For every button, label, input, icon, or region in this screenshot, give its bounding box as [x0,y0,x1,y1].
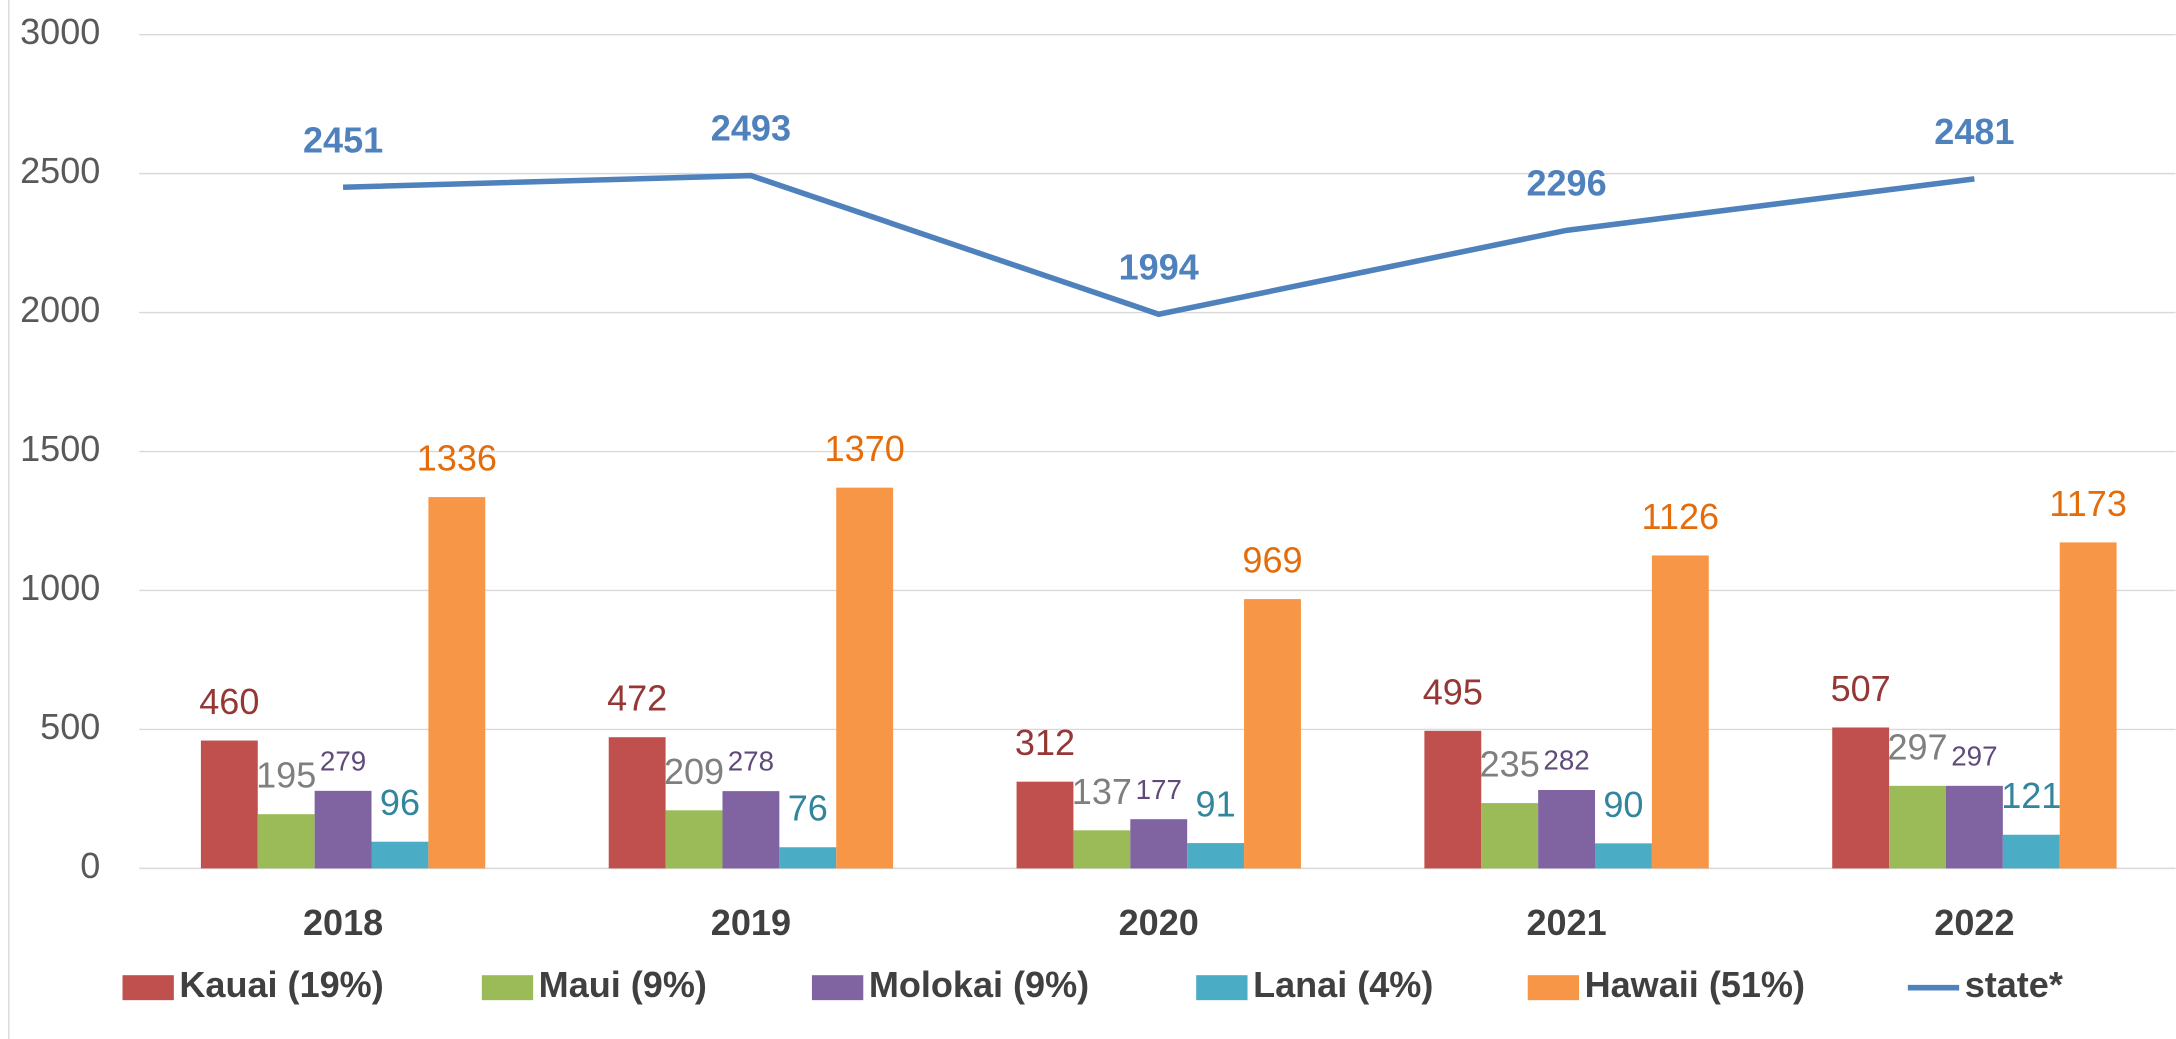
data-label: 969 [1242,540,1302,581]
y-tick-label: 2500 [20,150,100,191]
y-tick-label: 500 [40,706,100,747]
data-label: 495 [1423,671,1483,712]
data-label: 91 [1196,784,1236,825]
data-label: 1126 [1642,496,1720,537]
bar [665,810,723,869]
bar [2059,542,2117,869]
legend-marker [122,975,174,1001]
legend-label: Hawaii (51%) [1585,964,1805,1005]
y-tick-label: 2000 [20,289,100,330]
data-label: 312 [1015,722,1075,763]
legend-label: Molokai (9%) [869,964,1089,1005]
data-label: 2493 [711,108,791,149]
y-tick-label: 1500 [20,428,100,469]
bar [200,740,258,869]
bar [1130,819,1188,869]
data-label: 1370 [825,428,905,469]
legend-marker [1527,975,1580,1001]
data-label: 76 [788,788,828,829]
data-label: 2296 [1526,162,1606,203]
data-label: 297 [1887,726,1947,767]
bar [257,814,315,869]
data-label: 282 [1543,745,1589,776]
bar [314,790,372,869]
bar [779,847,837,869]
bar [722,791,780,869]
x-tick-label: 2019 [711,902,791,943]
y-tick-label: 0 [80,845,100,886]
bar [1945,785,2003,869]
data-label: 195 [256,755,316,796]
data-label: 278 [728,746,774,777]
bar [608,737,666,869]
bar [1073,830,1131,869]
x-tick-label: 2022 [1934,902,2014,943]
data-label: 235 [1480,744,1540,785]
bar [1016,781,1074,869]
bar [1651,555,1709,869]
x-tick-label: 2018 [303,902,383,943]
bar [428,497,486,869]
x-tick-label: 2020 [1119,902,1199,943]
data-label: 2481 [1934,111,2014,152]
y-tick-label: 3000 [20,11,100,52]
bar [1832,727,1890,869]
y-tick-label: 1000 [20,567,100,608]
data-label: 1336 [417,438,497,479]
bar [836,487,894,869]
data-label: 1994 [1119,246,1199,287]
legend-label: Maui (9%) [539,964,707,1005]
legend-label: state* [1965,964,2063,1005]
bar [1538,790,1596,869]
data-label: 137 [1072,771,1132,812]
legend-marker [811,975,864,1001]
data-label: 1173 [2049,483,2127,524]
bar [1595,843,1652,869]
data-label: 90 [1603,784,1643,825]
bar [1481,803,1539,869]
bar [1889,785,1946,869]
data-label: 297 [1951,740,1997,771]
bar [371,841,429,869]
data-label: 507 [1831,668,1891,709]
line [343,172,1975,318]
bar [2002,834,2060,869]
data-label: 2451 [303,119,383,160]
legend-marker [1196,975,1248,1001]
data-label: 121 [2001,775,2061,816]
data-label: 279 [320,745,366,776]
legend-marker [481,975,534,1001]
legend-label: Kauai (19%) [179,964,383,1005]
data-label: 472 [607,678,667,719]
data-label: 460 [199,681,259,722]
data-label: 177 [1136,774,1182,805]
data-label: 209 [664,751,724,792]
bar [1424,730,1482,869]
x-tick-label: 2021 [1526,902,1606,943]
legend-label: Lanai (4%) [1253,964,1433,1005]
data-label: 96 [380,782,420,823]
bar [1244,599,1301,869]
bar [1187,843,1245,869]
